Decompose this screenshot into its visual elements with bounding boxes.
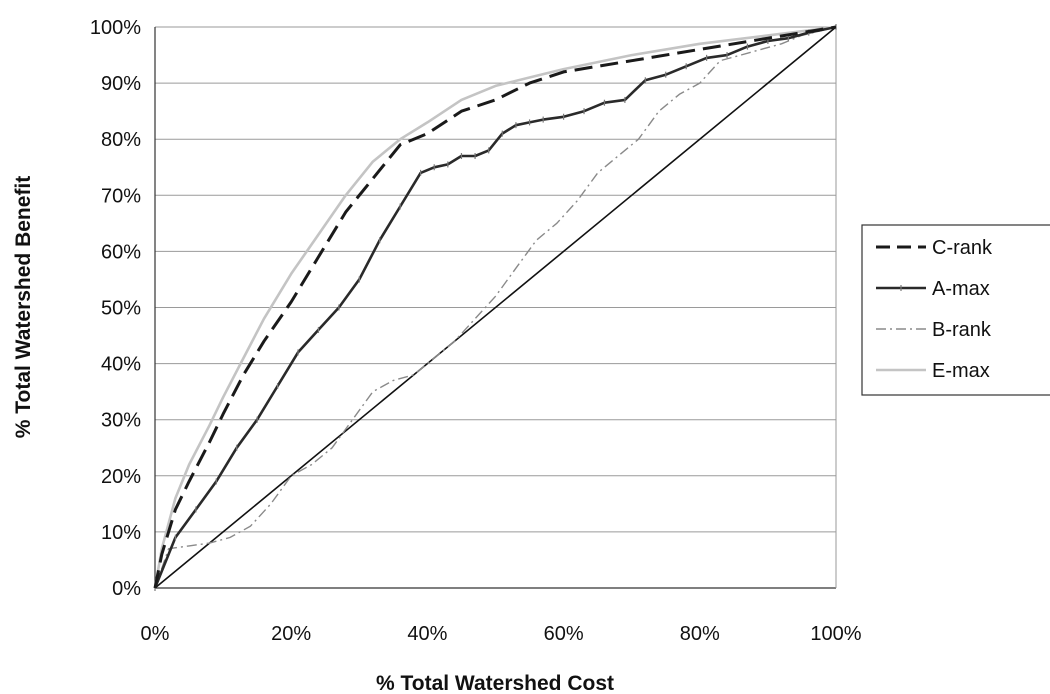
- y-tick-label: 10%: [101, 522, 141, 544]
- y-tick-label: 80%: [101, 129, 141, 151]
- series-line-b-rank: [154, 26, 837, 589]
- x-tick-label: 60%: [544, 623, 584, 645]
- x-tick-label: 20%: [271, 623, 311, 645]
- y-tick-labels: 0% 10% 20% 30% 40% 50% 60% 70% 80% 90% 100%: [90, 17, 141, 600]
- legend-label: C-rank: [932, 237, 993, 259]
- y-tick-label: 60%: [101, 241, 141, 263]
- y-tick-label: 100%: [90, 17, 141, 39]
- y-tick-label: 20%: [101, 466, 141, 488]
- x-tick-label: 40%: [407, 623, 447, 645]
- legend-label: E-max: [932, 360, 990, 382]
- y-tick-label: 90%: [101, 73, 141, 95]
- y-tick-label: 0%: [112, 578, 141, 600]
- legend-box: [861, 224, 1050, 396]
- y-tick-label: 40%: [101, 354, 141, 376]
- series-line-c-rank: [153, 25, 837, 589]
- x-tick-label: 80%: [680, 623, 720, 645]
- x-axis-title: % Total Watershed Cost: [376, 672, 614, 694]
- legend-label: B-rank: [932, 319, 992, 341]
- legend: C-rank A-max B-rank E-max: [861, 224, 1050, 396]
- x-tick-label: 0%: [141, 623, 170, 645]
- axes: [154, 27, 837, 589]
- y-tick-label: 70%: [101, 185, 141, 207]
- reference-line-group: [154, 26, 837, 589]
- x-tick-labels: 0% 20% 40% 60% 80% 100%: [141, 623, 862, 645]
- x-tick-label: 100%: [810, 623, 861, 645]
- y-tick-label: 30%: [101, 410, 141, 432]
- series-line-e-max: [153, 25, 837, 589]
- legend-label: A-max: [932, 278, 990, 300]
- reference-line: [154, 26, 837, 589]
- series-group: [153, 24, 837, 591]
- y-axis-title: % Total Watershed Benefit: [12, 176, 35, 439]
- y-tick-label: 50%: [101, 298, 141, 320]
